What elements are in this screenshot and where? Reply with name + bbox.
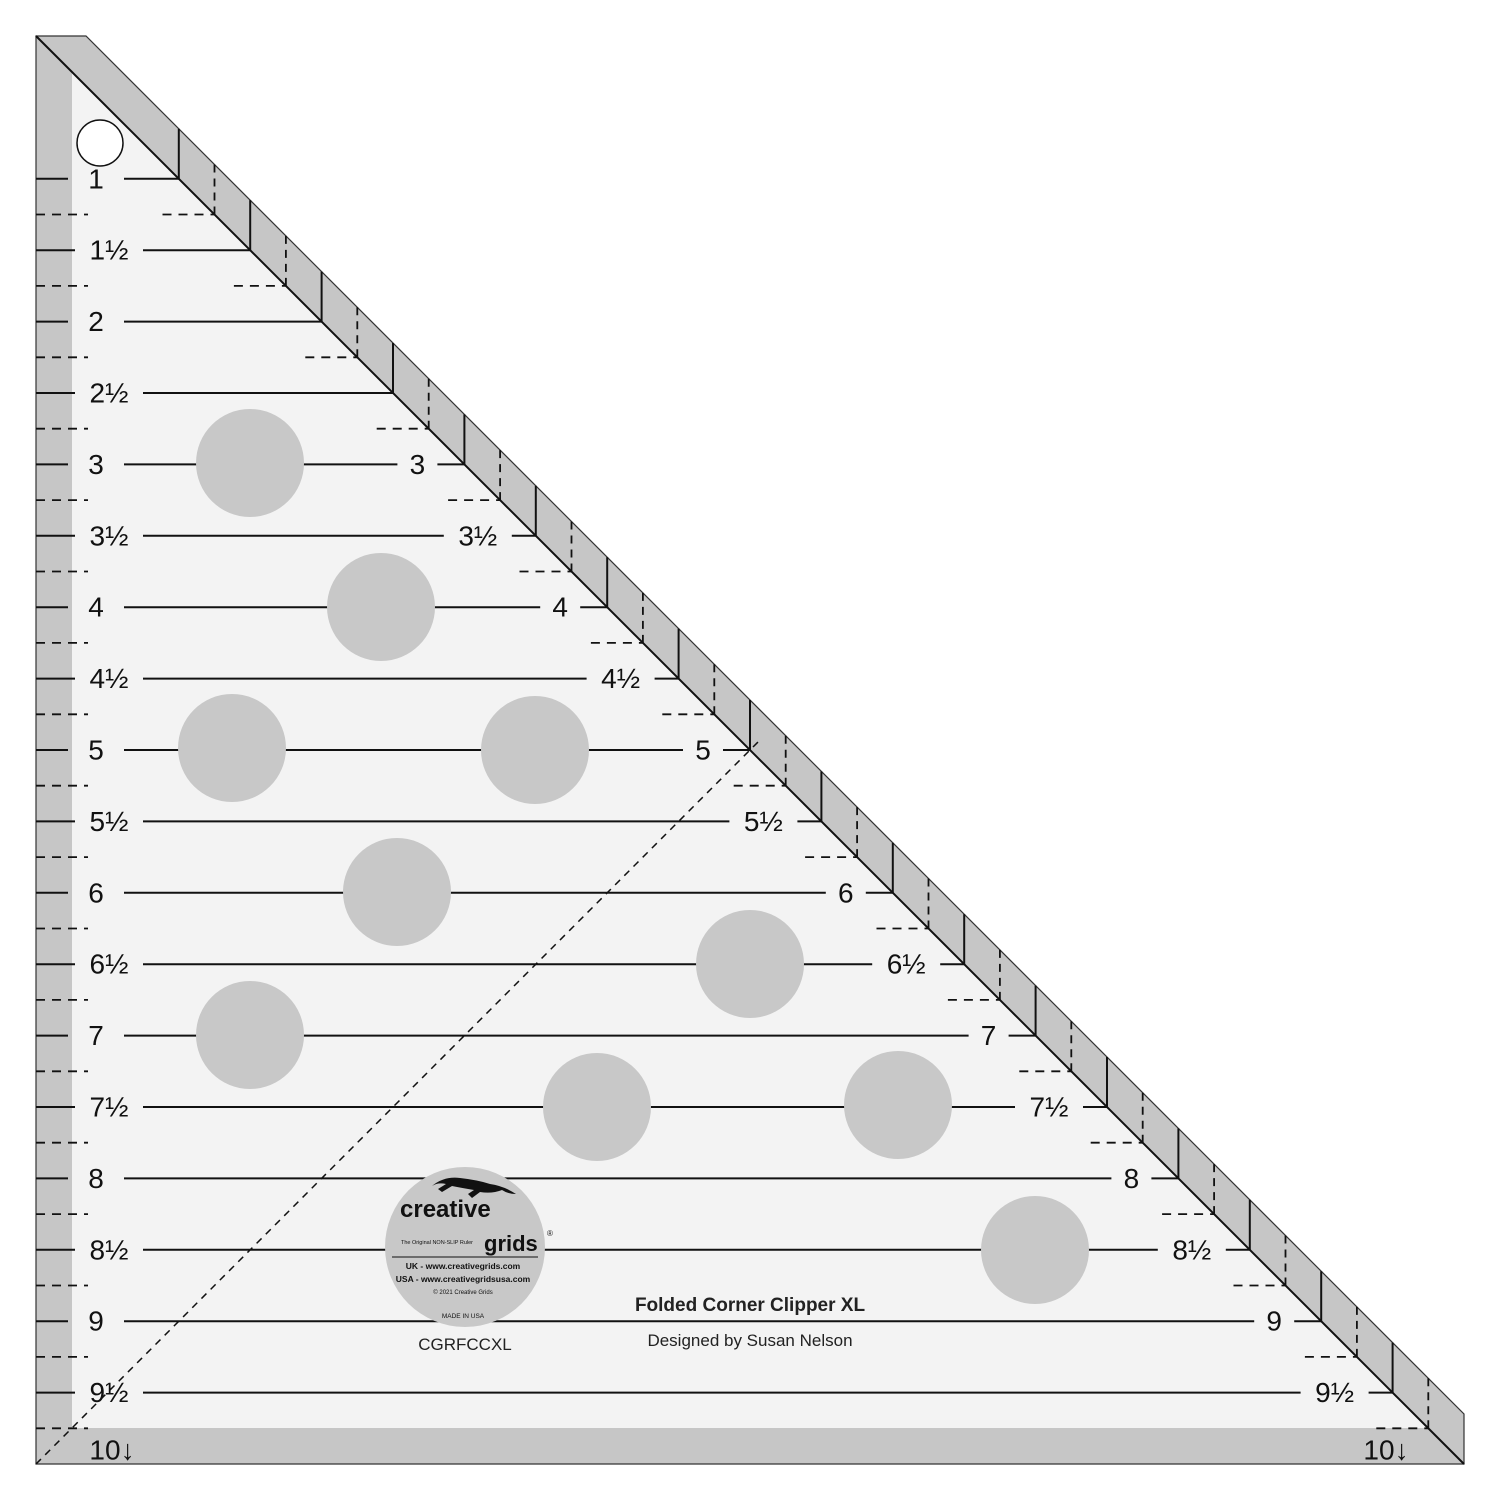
grip-dot xyxy=(981,1196,1089,1304)
product-designer: Designed by Susan Nelson xyxy=(647,1331,852,1350)
right-measure-label: 3½ xyxy=(458,520,497,551)
right-measure-label: 5½ xyxy=(744,806,783,837)
right-measure-label: 4 xyxy=(552,592,568,623)
grip-dot xyxy=(327,553,435,661)
left-measure-label: 2 xyxy=(88,306,104,337)
fox-icon xyxy=(432,1177,516,1198)
left-measure-label: 3½ xyxy=(90,520,129,551)
left-measure-label: 4½ xyxy=(90,663,129,694)
left-measure-label: 9½ xyxy=(90,1377,129,1408)
grip-dot xyxy=(343,838,451,946)
grip-dot xyxy=(696,910,804,1018)
right-measure-label: 9 xyxy=(1266,1306,1282,1337)
left-measure-label: 9 xyxy=(88,1306,104,1337)
right-measure-label: 7½ xyxy=(1030,1092,1069,1123)
left-measure-label: 2½ xyxy=(90,378,129,409)
left-measure-label: 8 xyxy=(88,1163,104,1194)
bottom-left-10-label: 10↓ xyxy=(89,1435,134,1466)
left-measure-label: 7½ xyxy=(90,1092,129,1123)
right-measure-label: 8½ xyxy=(1172,1234,1211,1265)
left-measure-label: 1 xyxy=(88,163,104,194)
grip-dot xyxy=(196,409,304,517)
right-measure-label: 7 xyxy=(981,1020,997,1051)
grip-dot xyxy=(196,981,304,1089)
left-measure-label: 1½ xyxy=(90,235,129,266)
grip-dot xyxy=(844,1051,952,1159)
left-measure-label: 5 xyxy=(88,735,104,766)
bottom-right-10-label: 10↓ xyxy=(1363,1435,1408,1466)
logo-uk-url: UK - www.creativegrids.com xyxy=(406,1261,521,1271)
logo-brand-line2: grids xyxy=(484,1231,538,1256)
right-measure-label: 3 xyxy=(410,449,426,480)
product-name: Folded Corner Clipper XL xyxy=(635,1295,866,1316)
logo-copyright: © 2021 Creative Grids xyxy=(433,1289,492,1296)
right-measure-label: 5 xyxy=(695,735,711,766)
logo-registered-mark: ® xyxy=(547,1229,553,1238)
right-measure-label: 6 xyxy=(838,877,854,908)
creative-grids-logo: creative grids ® The Original NON-SLIP R… xyxy=(385,1167,553,1327)
left-measure-label: 8½ xyxy=(90,1234,129,1265)
left-measure-label: 3 xyxy=(88,449,104,480)
logo-tagline: The Original NON-SLIP Ruler xyxy=(401,1240,473,1246)
right-measure-label: 8 xyxy=(1124,1163,1140,1194)
hanging-hole xyxy=(76,119,124,167)
right-measure-label: 6½ xyxy=(887,949,926,980)
right-measure-label: 4½ xyxy=(601,663,640,694)
left-measure-label: 7 xyxy=(88,1020,104,1051)
left-measure-label: 6 xyxy=(88,877,104,908)
right-measure-label: 9½ xyxy=(1315,1377,1354,1408)
logo-badge xyxy=(385,1167,545,1327)
left-measure-label: 4 xyxy=(88,592,104,623)
grip-dot xyxy=(543,1053,651,1161)
logo-usa-url: USA - www.creativegridsusa.com xyxy=(396,1274,531,1284)
grip-dot xyxy=(178,694,286,802)
logo-brand-line1: creative xyxy=(400,1196,491,1223)
logo-made-in: MADE IN USA xyxy=(442,1313,485,1320)
product-sku: CGRFCCXL xyxy=(418,1335,512,1354)
left-measure-label: 6½ xyxy=(90,949,129,980)
dashed-fold-diagonal xyxy=(35,739,761,1465)
left-measure-label: 5½ xyxy=(90,806,129,837)
grip-dot xyxy=(481,696,589,804)
